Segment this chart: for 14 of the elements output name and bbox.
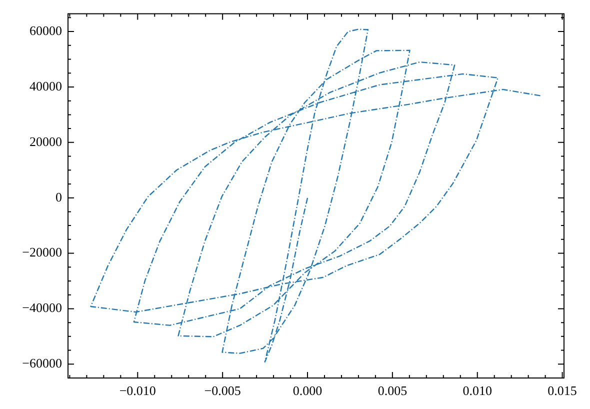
x-tick-label: −0.005 xyxy=(204,383,241,398)
line-series xyxy=(90,28,542,363)
y-tick-label: 20000 xyxy=(30,134,62,149)
y-tick-label: −40000 xyxy=(22,300,62,316)
x-tick-label: 0.015 xyxy=(548,383,577,398)
y-tick-label: 40000 xyxy=(30,78,62,94)
y-tick-label: 60000 xyxy=(30,22,62,38)
x-tick-label: 0.000 xyxy=(292,383,322,398)
y-tick-label: 0 xyxy=(56,189,62,204)
x-tick-label: 0.005 xyxy=(378,383,408,398)
x-tick-label: −0.010 xyxy=(119,383,156,398)
y-tick-label: −60000 xyxy=(22,356,62,371)
y-tick-label: −20000 xyxy=(22,244,62,260)
x-tick-label: 0.010 xyxy=(462,383,492,398)
